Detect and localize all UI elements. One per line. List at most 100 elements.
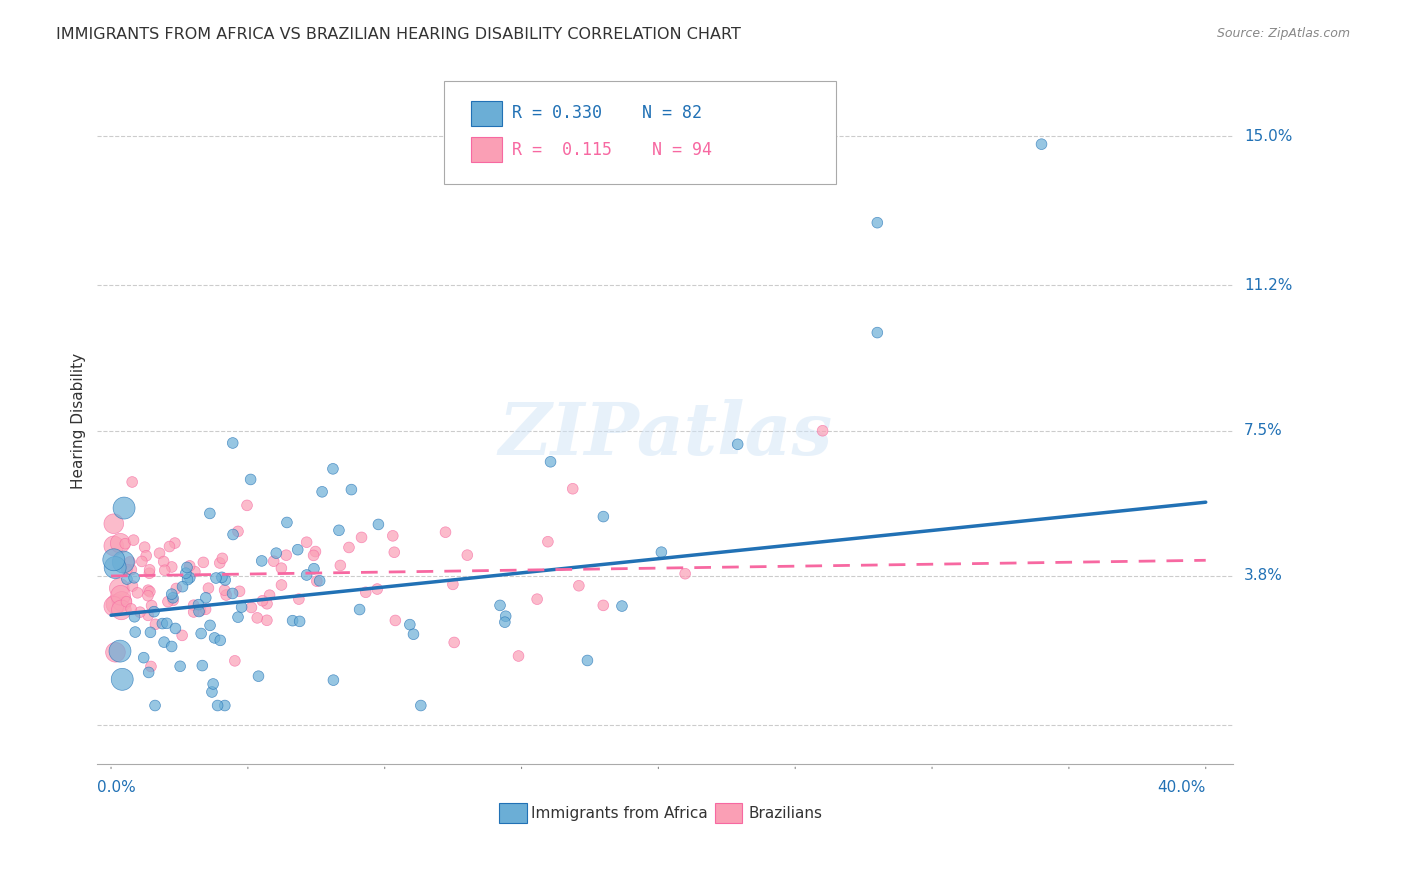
- Brazilians: [256, 597, 278, 611]
- Immigrants from Africa: [190, 626, 212, 640]
- Brazilians: [302, 549, 325, 563]
- Brazilians: [103, 539, 125, 553]
- Brazilians: [252, 593, 274, 607]
- Brazilians: [110, 603, 132, 617]
- Immigrants from Africa: [162, 591, 184, 605]
- Immigrants from Africa: [328, 524, 350, 538]
- Immigrants from Africa: [311, 484, 333, 499]
- Immigrants from Africa: [205, 571, 228, 585]
- Immigrants from Africa: [132, 650, 155, 665]
- Brazilians: [224, 654, 246, 668]
- Brazilians: [172, 628, 194, 642]
- Immigrants from Africa: [138, 665, 160, 680]
- Immigrants from Africa: [198, 507, 221, 521]
- Immigrants from Africa: [231, 600, 253, 615]
- Immigrants from Africa: [322, 462, 344, 476]
- Brazilians: [194, 602, 217, 616]
- Immigrants from Africa: [287, 542, 309, 557]
- Immigrants from Africa: [226, 610, 249, 624]
- Immigrants from Africa: [221, 586, 243, 600]
- Immigrants from Africa: [112, 501, 135, 516]
- Brazilians: [197, 581, 219, 595]
- Brazilians: [183, 598, 205, 612]
- Brazilians: [136, 608, 159, 623]
- Brazilians: [256, 613, 278, 627]
- Immigrants from Africa: [160, 587, 183, 601]
- Immigrants from Africa: [202, 677, 225, 691]
- Immigrants from Africa: [308, 574, 330, 588]
- Brazilians: [276, 548, 298, 562]
- Immigrants from Africa: [198, 618, 221, 632]
- Immigrants from Africa: [866, 326, 889, 340]
- Brazilians: [184, 565, 207, 579]
- Immigrants from Africa: [1031, 137, 1053, 152]
- Brazilians: [103, 599, 125, 614]
- FancyBboxPatch shape: [471, 101, 502, 126]
- Immigrants from Africa: [104, 560, 127, 574]
- Immigrants from Africa: [143, 698, 166, 713]
- Brazilians: [134, 540, 156, 554]
- Immigrants from Africa: [209, 633, 232, 648]
- Immigrants from Africa: [540, 455, 562, 469]
- Brazilians: [145, 617, 167, 632]
- Brazilians: [384, 614, 406, 628]
- Immigrants from Africa: [139, 625, 162, 640]
- Brazilians: [366, 582, 388, 596]
- Brazilians: [259, 588, 281, 602]
- Immigrants from Africa: [239, 472, 262, 486]
- FancyBboxPatch shape: [444, 81, 835, 184]
- Immigrants from Africa: [495, 609, 517, 624]
- Text: 7.5%: 7.5%: [1244, 423, 1282, 438]
- Brazilians: [120, 563, 142, 577]
- Immigrants from Africa: [172, 580, 194, 594]
- Brazilians: [236, 499, 259, 513]
- Y-axis label: Hearing Disability: Hearing Disability: [72, 353, 86, 489]
- Immigrants from Africa: [402, 627, 425, 641]
- Brazilians: [103, 516, 125, 531]
- FancyBboxPatch shape: [471, 136, 502, 162]
- Text: IMMIGRANTS FROM AFRICA VS BRAZILIAN HEARING DISABILITY CORRELATION CHART: IMMIGRANTS FROM AFRICA VS BRAZILIAN HEAR…: [56, 27, 741, 42]
- Text: Brazilians: Brazilians: [748, 805, 823, 821]
- Immigrants from Africa: [169, 659, 191, 673]
- Brazilians: [135, 549, 157, 563]
- Immigrants from Africa: [124, 609, 146, 624]
- Immigrants from Africa: [866, 216, 889, 230]
- Immigrants from Africa: [727, 437, 749, 451]
- Immigrants from Africa: [188, 605, 211, 619]
- Brazilians: [270, 561, 292, 575]
- Immigrants from Africa: [194, 591, 217, 605]
- Legend: : [568, 86, 581, 99]
- Immigrants from Africa: [179, 571, 201, 585]
- Brazilians: [122, 533, 145, 548]
- Brazilians: [110, 536, 132, 550]
- FancyBboxPatch shape: [716, 803, 742, 823]
- Immigrants from Africa: [150, 616, 173, 631]
- Brazilians: [337, 541, 360, 555]
- Immigrants from Africa: [322, 673, 344, 687]
- Text: 11.2%: 11.2%: [1244, 278, 1292, 293]
- Immigrants from Africa: [165, 622, 187, 636]
- Brazilians: [159, 540, 181, 554]
- Immigrants from Africa: [349, 602, 371, 616]
- Brazilians: [104, 597, 127, 611]
- Brazilians: [329, 558, 352, 573]
- Brazilians: [104, 645, 127, 659]
- Immigrants from Africa: [398, 617, 420, 632]
- Brazilians: [226, 524, 249, 539]
- Brazilians: [115, 595, 138, 609]
- Brazilians: [434, 525, 457, 540]
- Brazilians: [263, 554, 285, 568]
- Immigrants from Africa: [143, 605, 166, 619]
- Immigrants from Africa: [576, 653, 599, 667]
- Brazilians: [354, 585, 377, 599]
- Immigrants from Africa: [264, 546, 287, 560]
- Immigrants from Africa: [214, 698, 236, 713]
- Brazilians: [160, 560, 183, 574]
- Brazilians: [152, 555, 174, 569]
- Brazilians: [304, 544, 326, 558]
- Immigrants from Africa: [124, 625, 146, 640]
- Brazilians: [508, 648, 530, 663]
- Immigrants from Africa: [247, 669, 270, 683]
- Text: 0.0%: 0.0%: [97, 780, 136, 795]
- Immigrants from Africa: [211, 570, 233, 584]
